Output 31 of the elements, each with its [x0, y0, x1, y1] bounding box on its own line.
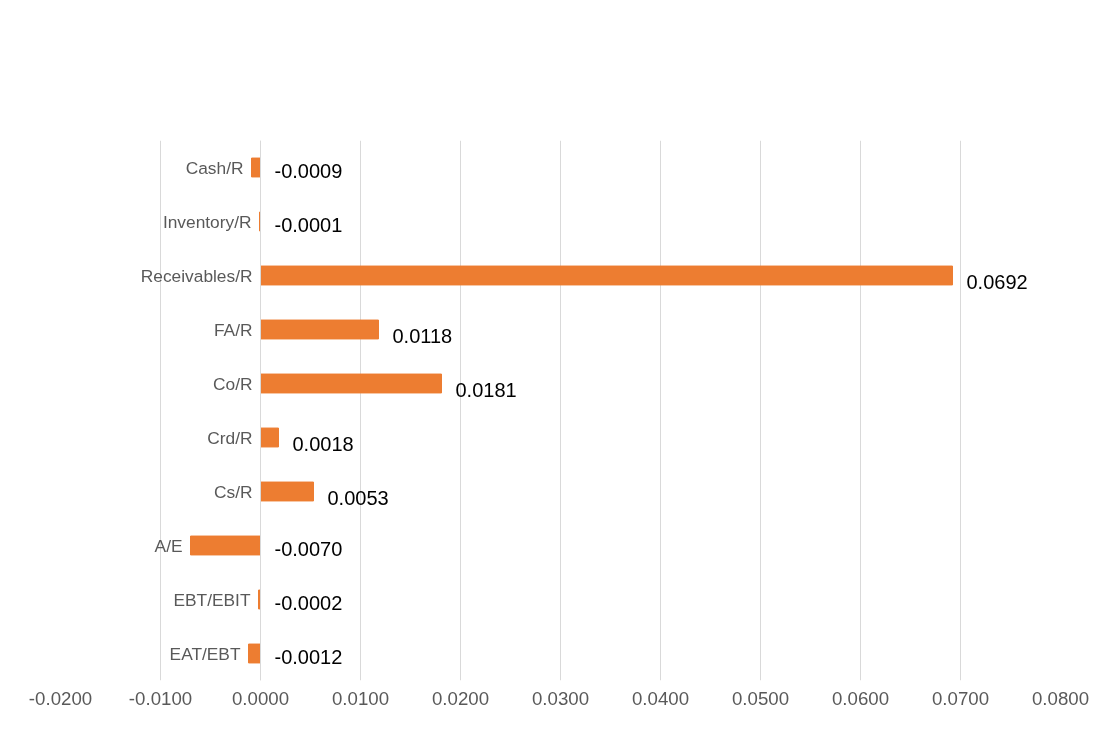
- data-label: 0.0692: [966, 270, 1028, 293]
- x-tick-label: 0.0800: [1031, 687, 1090, 709]
- y-tick-label: Crd/R: [207, 427, 253, 448]
- data-label: -0.0001: [274, 213, 343, 236]
- y-tick-label: EAT/EBT: [169, 643, 241, 664]
- x-tick-label: 0.0300: [531, 687, 590, 709]
- x-tick-label: 0.0600: [831, 687, 890, 709]
- x-tick-label: 0.0200: [431, 687, 490, 709]
- x-tick-label: 0.0400: [631, 687, 690, 709]
- data-label: 0.0118: [392, 324, 453, 347]
- x-tick-label: 0.0000: [231, 687, 290, 709]
- y-tick-label: Cash/R: [185, 157, 244, 178]
- x-tick-label: 0.0100: [331, 687, 390, 709]
- data-label: -0.0009: [274, 159, 343, 182]
- y-tick-label: Co/R: [213, 373, 253, 394]
- x-tick-label: 0.0500: [731, 687, 790, 709]
- y-tick-label: Receivables/R: [140, 265, 253, 286]
- data-label: -0.0012: [274, 645, 343, 668]
- x-tick-label: 0.0700: [931, 687, 990, 709]
- y-tick-label: Inventory/R: [162, 211, 252, 232]
- x-tick-label: -0.0200: [28, 687, 93, 709]
- data-label: 0.0181: [455, 378, 517, 401]
- data-label: 0.0053: [327, 486, 389, 509]
- data-label: -0.0070: [274, 537, 343, 560]
- x-tick-label: -0.0100: [128, 687, 193, 709]
- data-label: -0.0002: [274, 591, 343, 614]
- y-tick-label: A/E: [154, 535, 183, 556]
- data-label: 0.0018: [292, 432, 354, 455]
- y-tick-label: Cs/R: [213, 481, 253, 502]
- y-tick-label: EBT/EBIT: [173, 589, 251, 610]
- y-tick-label: FA/R: [213, 319, 253, 340]
